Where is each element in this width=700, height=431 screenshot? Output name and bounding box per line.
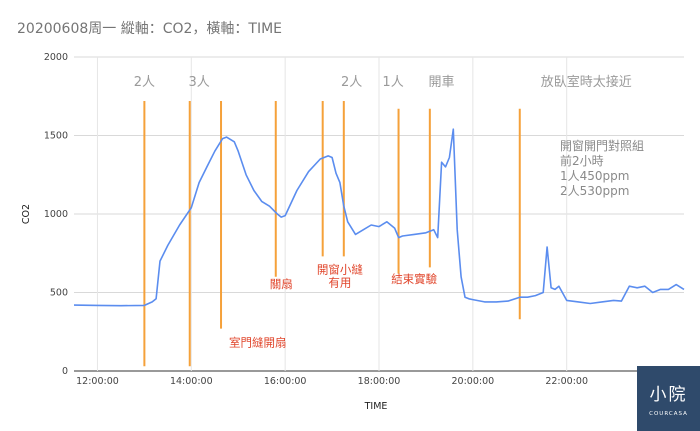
annotation-note-line: 前2小時 — [560, 153, 604, 168]
logo-subtitle: COURCASA — [649, 411, 688, 417]
annotation-top: 開車 — [429, 75, 455, 90]
annotations: 2人 3人 2人 1人 開車 放臥室時太接近開窗開門對照組前2小時1人450ppm2人53… — [134, 74, 644, 350]
annotation-note-line: 2人530ppm — [560, 184, 629, 198]
co2-series-line — [73, 128, 685, 307]
annotation-event: 開窗小縫 — [317, 263, 363, 277]
annotation-note-line: 1人450ppm — [560, 169, 629, 183]
y-tick-label: 1000 — [44, 209, 68, 220]
annotation-top: 1人 — [382, 75, 403, 90]
y-tick-label: 0 — [62, 366, 68, 377]
logo-mark: 小院 — [649, 385, 688, 405]
grid-lines — [74, 56, 684, 372]
courcasa-logo: 小院 COURCASA — [637, 366, 700, 431]
annotation-top: 放臥室時太接近 — [541, 74, 632, 90]
x-tick-labels: 12:00:00 14:00:00 16:00:00 18:00:00 20:00:00… — [76, 376, 588, 387]
annotation-event: 結束實驗 — [391, 272, 437, 286]
annotation-event: 有用 — [328, 276, 351, 290]
chart-title: 20200608周一 縱軸：CO2，橫軸：TIME — [17, 21, 282, 37]
x-tick-label: 16:00:00 — [264, 376, 307, 387]
x-tick-label: 20:00:00 — [452, 376, 495, 387]
annotation-top: 2人 — [134, 75, 155, 90]
vertical-markers — [143, 100, 521, 367]
y-tick-label: 2000 — [44, 52, 68, 63]
annotation-top: 2人 — [341, 75, 362, 90]
x-tick-label: 12:00:00 — [76, 376, 119, 387]
annotation-note-line: 開窗開門對照組 — [560, 139, 644, 153]
x-axis-label: TIME — [364, 401, 388, 412]
annotation-top: 3人 — [188, 75, 209, 90]
annotation-event: 關扇 — [270, 277, 293, 291]
y-tick-labels: 0 500 1000 1500 2000 — [44, 52, 68, 377]
y-tick-label: 1500 — [44, 131, 68, 142]
annotation-event: 室門縫開扇 — [229, 336, 287, 350]
x-tick-label: 18:00:00 — [358, 376, 401, 387]
x-tick-label: 22:00:00 — [545, 376, 588, 387]
y-tick-label: 500 — [50, 288, 68, 299]
x-tick-label: 14:00:00 — [170, 376, 213, 387]
y-axis-label: CO2 — [21, 204, 32, 224]
series-layer — [73, 128, 685, 307]
